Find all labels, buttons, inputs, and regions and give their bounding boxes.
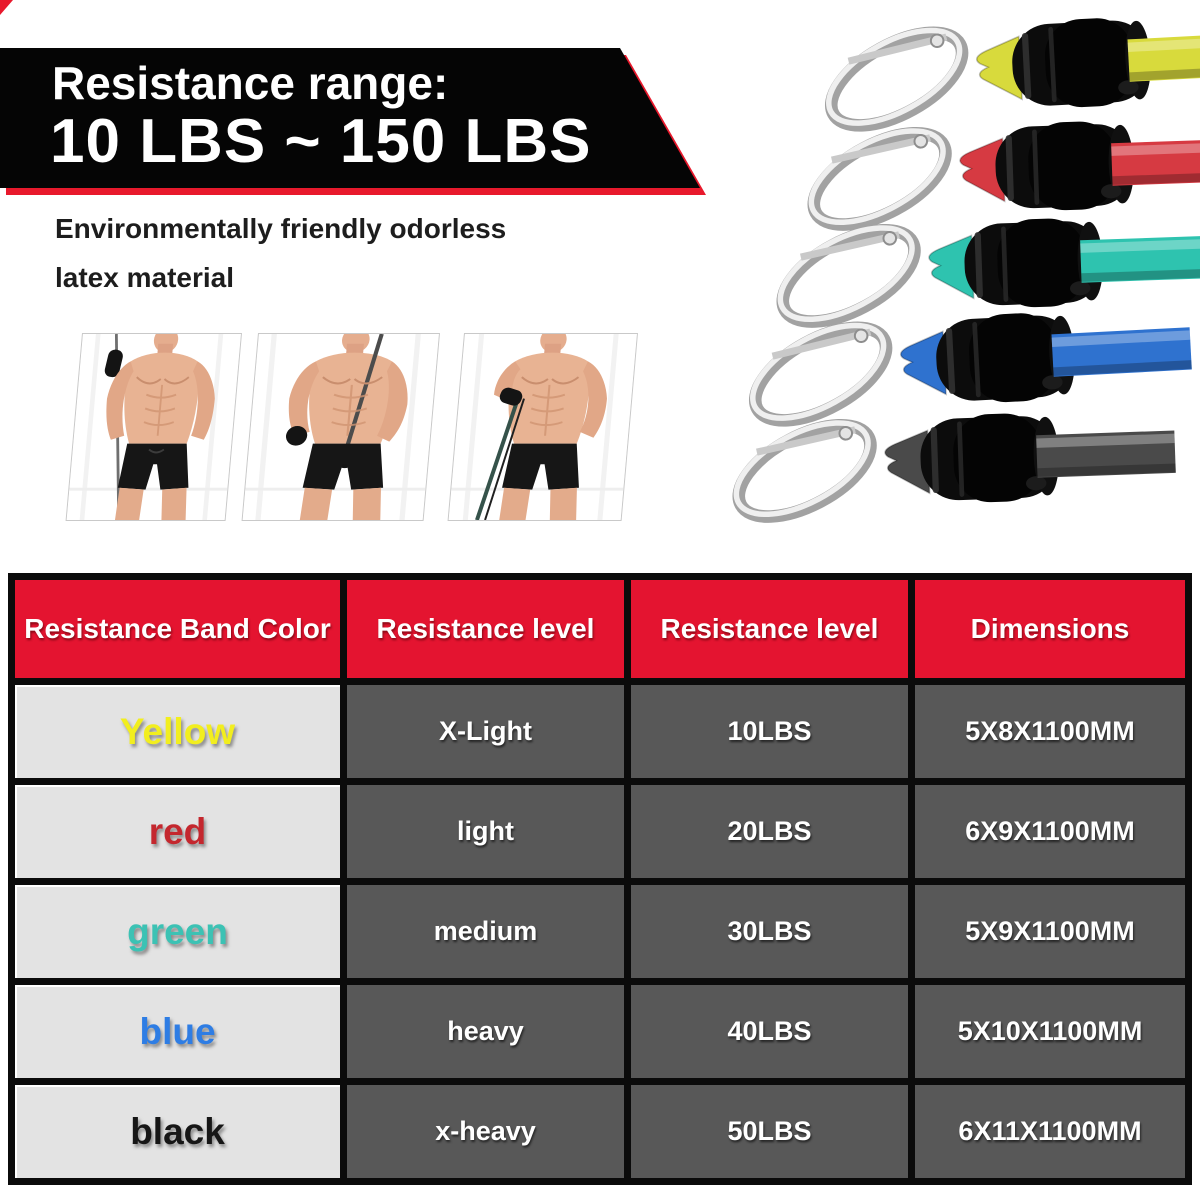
row-0-level-cell: X-Light bbox=[347, 685, 624, 778]
band-graphic bbox=[732, 413, 1176, 523]
band-color-cell-blue: blue bbox=[15, 985, 340, 1078]
band-graphic bbox=[807, 121, 1200, 231]
material-description: Environmentally friendly odorless latex … bbox=[55, 204, 506, 302]
description-line-2: latex material bbox=[55, 262, 234, 293]
resistance-band-black bbox=[724, 394, 1176, 535]
table-header-cell-3: Dimensions bbox=[915, 580, 1185, 678]
carabiner-icon bbox=[776, 223, 921, 328]
band-tube bbox=[1127, 32, 1200, 82]
spec-table: Resistance Band Color Resistance level Res… bbox=[8, 573, 1192, 1185]
row-3-dimensions-cell: 5X10X1100MM bbox=[915, 985, 1185, 1078]
table-header-cell-0: Resistance Band Color bbox=[15, 580, 340, 678]
band-loop-end bbox=[975, 35, 1023, 101]
band-tube bbox=[1080, 235, 1200, 283]
band-tube bbox=[1051, 327, 1192, 377]
banner-title: Resistance range: bbox=[52, 57, 449, 109]
row-1-dimensions-cell: 6X9X1100MM bbox=[915, 785, 1185, 878]
carabiner-icon bbox=[732, 418, 877, 523]
exercise-figure-icon bbox=[242, 334, 439, 520]
band-loop-end bbox=[959, 137, 1006, 203]
row-4-level-cell: x-heavy bbox=[347, 1085, 624, 1178]
band-graphic bbox=[776, 218, 1200, 328]
row-4-dimensions-cell: 6X11X1100MM bbox=[915, 1085, 1185, 1178]
row-2-weight-cell: 30LBS bbox=[631, 885, 908, 978]
row-0-weight-cell: 10LBS bbox=[631, 685, 908, 778]
band-color-cell-black: black bbox=[15, 1085, 340, 1178]
row-1-weight-cell: 20LBS bbox=[631, 785, 908, 878]
band-tube bbox=[1036, 430, 1176, 478]
resistance-range-banner: Resistance range: 10 LBS ~ 150 LBS bbox=[0, 48, 700, 188]
band-color-cell-green: green bbox=[15, 885, 340, 978]
band-graphic bbox=[824, 18, 1200, 132]
row-2-dimensions-cell: 5X9X1100MM bbox=[915, 885, 1185, 978]
row-3-level-cell: heavy bbox=[347, 985, 624, 1078]
table-header-cell-2: Resistance level bbox=[631, 580, 908, 678]
band-color-cell-yellow: Yellow bbox=[15, 685, 340, 778]
exercise-photo-1 bbox=[65, 333, 243, 521]
resistance-band-red bbox=[799, 102, 1200, 243]
row-1-level-cell: light bbox=[347, 785, 624, 878]
band-loop-end bbox=[884, 429, 931, 495]
band-color-cell-red: red bbox=[15, 785, 340, 878]
band-loop-end bbox=[928, 234, 975, 300]
carabiner-icon bbox=[807, 126, 952, 231]
row-2-level-cell: medium bbox=[347, 885, 624, 978]
banner-range-value: 10 LBS ~ 150 LBS bbox=[50, 107, 592, 176]
exercise-photo-2 bbox=[241, 333, 440, 521]
corner-accent-triangle bbox=[0, 0, 13, 15]
band-loop-end bbox=[899, 330, 947, 396]
resistance-band-green bbox=[768, 199, 1200, 340]
band-tube bbox=[1111, 138, 1200, 186]
row-0-dimensions-cell: 5X8X1100MM bbox=[915, 685, 1185, 778]
exercise-figure-icon bbox=[66, 334, 241, 520]
exercise-photo-3 bbox=[447, 333, 638, 521]
carabiner-icon bbox=[748, 321, 893, 427]
resistance-band-blue bbox=[739, 291, 1192, 440]
description-line-1: Environmentally friendly odorless bbox=[55, 213, 507, 244]
band-graphic bbox=[748, 313, 1192, 427]
table-header-cell-1: Resistance level bbox=[347, 580, 624, 678]
carabiner-icon bbox=[824, 26, 969, 132]
resistance-band-yellow bbox=[815, 0, 1200, 145]
row-3-weight-cell: 40LBS bbox=[631, 985, 908, 1078]
exercise-figure-icon bbox=[448, 334, 637, 520]
row-4-weight-cell: 50LBS bbox=[631, 1085, 908, 1178]
